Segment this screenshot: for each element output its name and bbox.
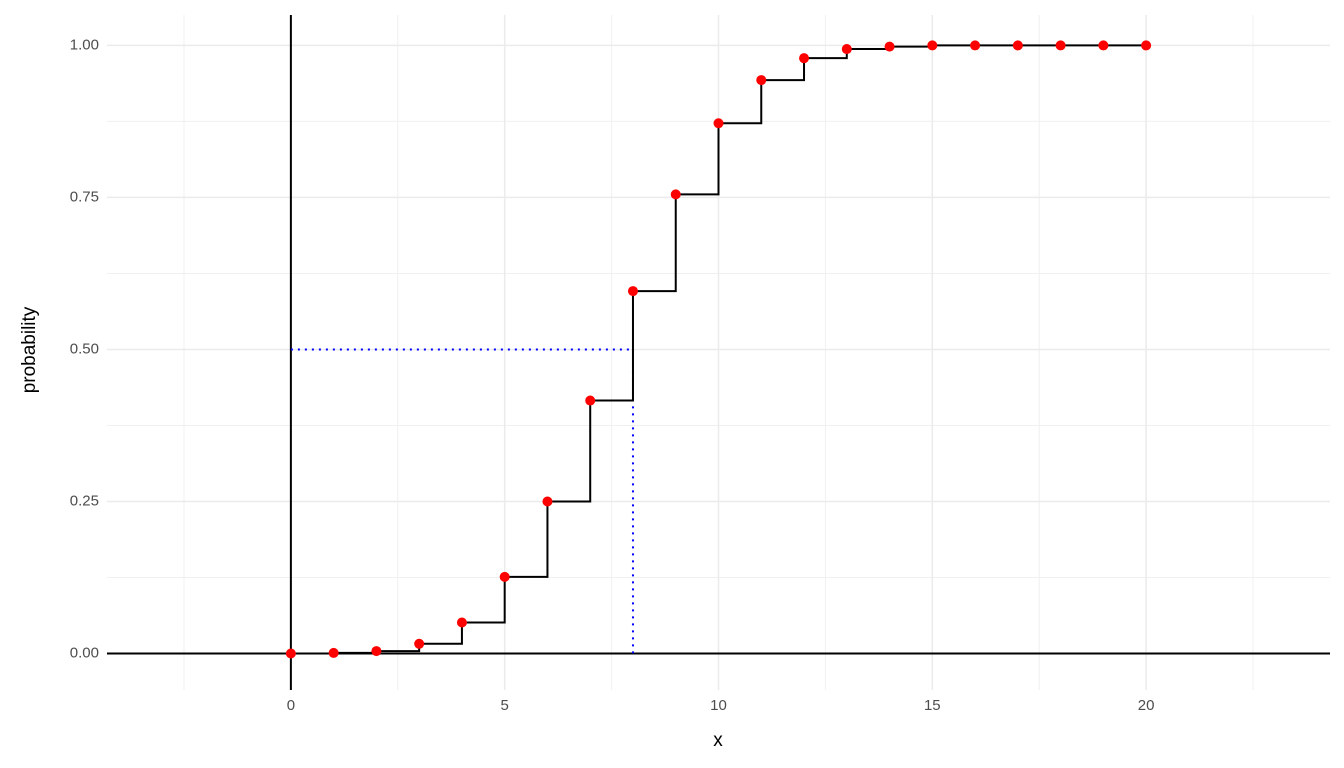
point bbox=[285, 648, 296, 659]
point bbox=[1055, 40, 1066, 51]
x-tick-label: 20 bbox=[1138, 697, 1155, 714]
point bbox=[799, 53, 810, 64]
point bbox=[1098, 40, 1109, 51]
x-axis-title: x bbox=[713, 730, 723, 751]
point bbox=[756, 75, 767, 86]
point bbox=[970, 40, 981, 51]
y-tick-label: 0.50 bbox=[70, 340, 99, 357]
point bbox=[713, 118, 724, 129]
x-tick-label: 0 bbox=[287, 697, 295, 714]
y-tick-label: 1.00 bbox=[70, 36, 99, 53]
point bbox=[627, 286, 638, 297]
y-axis-title: probability bbox=[19, 306, 40, 393]
point bbox=[542, 496, 553, 507]
point bbox=[927, 40, 938, 51]
point bbox=[841, 44, 852, 55]
point bbox=[328, 647, 339, 658]
point bbox=[585, 395, 596, 406]
point bbox=[499, 571, 510, 582]
x-tick-label: 15 bbox=[924, 697, 941, 714]
point bbox=[414, 638, 425, 649]
point bbox=[1141, 40, 1152, 51]
y-tick-label: 0.75 bbox=[70, 188, 99, 205]
x-tick-label: 5 bbox=[501, 697, 509, 714]
point bbox=[1012, 40, 1023, 51]
point bbox=[456, 617, 467, 628]
point bbox=[670, 189, 681, 200]
point bbox=[884, 41, 895, 52]
point bbox=[371, 646, 382, 657]
y-tick-label: 0.00 bbox=[70, 644, 99, 661]
x-tick-label: 10 bbox=[710, 697, 727, 714]
y-tick-label: 0.25 bbox=[70, 492, 99, 509]
